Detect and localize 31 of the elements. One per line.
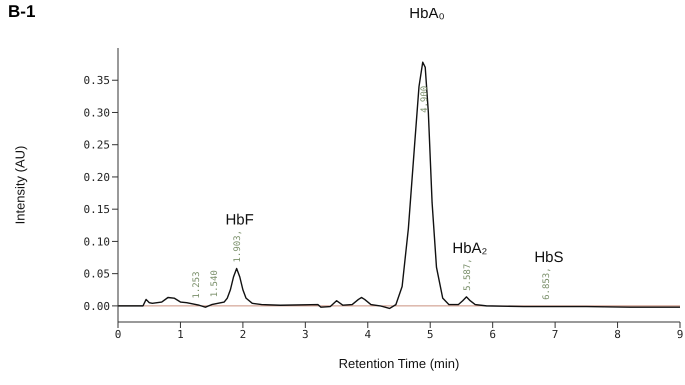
x-tick-label: 3	[302, 328, 309, 341]
y-tick-label: 0.00	[84, 300, 110, 313]
y-tick-label: 0.15	[84, 203, 110, 216]
x-tick-label: 0	[114, 328, 122, 341]
x-axis-title: Retention Time (min)	[338, 356, 460, 371]
annotation: 4.900	[420, 86, 430, 113]
annotation: 1.540	[210, 270, 220, 298]
line-series	[118, 61, 680, 310]
x-tick-label: 1	[177, 328, 184, 341]
x-tick-label: 4	[364, 328, 372, 341]
chart-title: B-1	[8, 2, 36, 22]
y-tick-label: 0.10	[84, 235, 110, 248]
annotation: 1.903,	[232, 230, 243, 262]
annotation: HbA₂	[452, 240, 488, 257]
annotation: 6.853,	[542, 267, 552, 300]
y-tick-label: 0.25	[84, 138, 110, 152]
x-tick-label: 2	[240, 328, 246, 341]
annotation: HbF	[225, 211, 254, 228]
y-tick-label: 0.20	[84, 170, 110, 184]
x-tick-label: 5	[426, 328, 434, 341]
x-tick-label: 6	[489, 328, 496, 341]
x-tick-label: 8	[614, 328, 621, 341]
annotation: HbS	[534, 248, 564, 266]
y-axis-title: Intensity (AU)	[12, 146, 28, 224]
x-tick-label: 9	[676, 328, 684, 341]
annotation: 1.253	[192, 272, 202, 299]
y-tick-label: 0.30	[84, 106, 110, 120]
x-tick-label: 7	[552, 328, 558, 341]
annotation: 5.587,	[462, 258, 473, 291]
y-tick-label: 0.05	[84, 268, 110, 281]
y-tick-label: 0.35	[84, 74, 110, 88]
